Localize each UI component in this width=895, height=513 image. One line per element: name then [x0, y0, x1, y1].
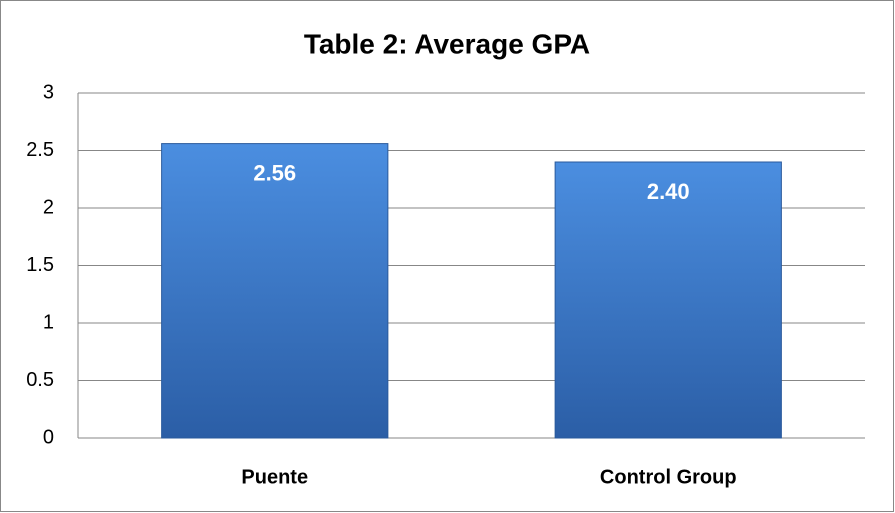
y-tick-label: 1: [43, 311, 54, 333]
y-tick-label: 1.5: [26, 254, 54, 276]
y-tick-label: 3: [43, 81, 54, 103]
x-tick-label: Puente: [241, 466, 308, 488]
y-tick-label: 0: [43, 426, 54, 448]
y-tick-label: 2: [43, 196, 54, 218]
y-tick-label: 2.5: [26, 139, 54, 161]
y-tick-label: 0.5: [26, 369, 54, 391]
chart-title: Table 2: Average GPA: [304, 28, 590, 59]
bar: [554, 161, 782, 439]
data-label: 2.40: [647, 179, 690, 204]
x-tick-label: Control Group: [600, 466, 737, 488]
data-label: 2.56: [253, 160, 296, 185]
bar: [161, 143, 389, 439]
